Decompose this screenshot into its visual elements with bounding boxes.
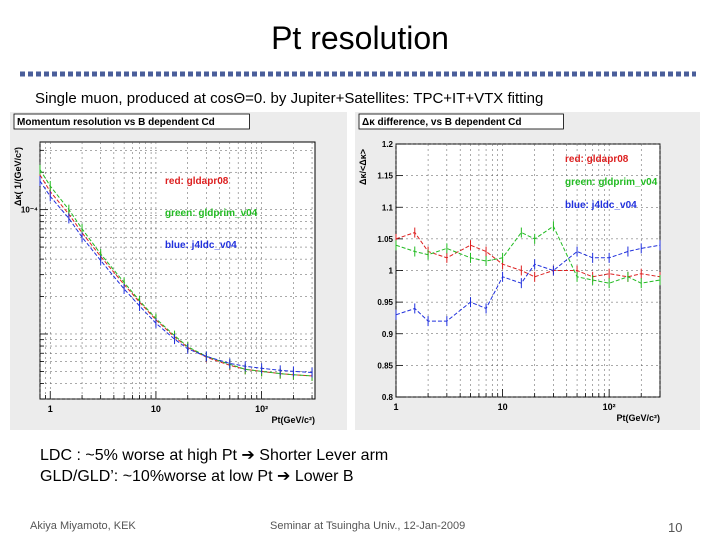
x-axis-label: Pt(GeV/c²) <box>616 413 660 423</box>
series-line-green <box>395 225 661 284</box>
series-line-blue <box>39 180 313 373</box>
plot-area <box>39 141 316 400</box>
y-tick-label: 0.85 <box>377 361 393 370</box>
y-axis-label: Δκ/<Δκ> <box>358 149 368 185</box>
footer-author: Akiya Miyamoto, KEK <box>30 520 136 532</box>
y-axis-label: Δκ( 1/(GeV/c²) <box>13 147 23 206</box>
chart-title: Momentum resolution vs B dependent Cd <box>17 117 215 128</box>
y-tick-label: 0.9 <box>382 330 394 339</box>
y-tick-label: 1.1 <box>382 203 394 212</box>
x-tick-label: 10² <box>255 404 268 414</box>
legend-entry-red: red: gldapr08 <box>565 154 629 165</box>
legend-entry-blue: blue: j4ldc_v04 <box>565 200 637 211</box>
chart-title-box <box>358 113 564 130</box>
legend-entry-green: green: gldprim_v04 <box>165 208 258 219</box>
page-number: 10 <box>668 520 683 535</box>
x-tick-label: 1 <box>393 402 398 412</box>
x-tick-label: 10 <box>498 402 508 412</box>
chart-title-box <box>13 113 250 130</box>
slide-subtitle: Single muon, produced at cosΘ=0. by Jupi… <box>35 90 544 107</box>
y-tick-label: 0.95 <box>377 298 393 307</box>
series-line-blue <box>395 244 661 322</box>
y-tick-label: 1.05 <box>377 235 393 244</box>
difference-chart: Δκ difference, vs B dependent Cd 1 10 10² 0.… <box>355 112 700 430</box>
x-tick-label: 10 <box>151 404 161 414</box>
difference-chart-panel: Δκ difference, vs B dependent Cd 1 10 10² 0.… <box>355 112 700 430</box>
y-tick-label: 10⁻⁴ <box>21 206 38 215</box>
note-ldc: LDC : ~5% worse at high Pt ➔ Shorter Lev… <box>40 447 389 464</box>
chart-title: Δκ difference, vs B dependent Cd <box>362 117 521 128</box>
y-tick-label: 1.15 <box>377 172 393 181</box>
note-gld: GLD/GLD’: ~10%worse at low Pt ➔ Lower B <box>40 468 354 485</box>
legend-entry-blue: blue: j4ldc_v04 <box>165 240 237 251</box>
y-tick-label: 1 <box>389 267 394 276</box>
series-line-red <box>395 231 661 278</box>
resolution-chart-panel: Momentum resolution vs B dependent Cd 1 10… <box>10 112 347 430</box>
title-underline <box>20 71 696 77</box>
legend-entry-red: red: gldapr08 <box>165 176 229 187</box>
x-tick-label: 10² <box>603 402 616 412</box>
slide-title: Pt resolution <box>271 20 449 56</box>
y-tick-label: 1.2 <box>382 140 394 149</box>
footer-event: Seminar at Tsuingha Univ., 12-Jan-2009 <box>270 520 466 532</box>
y-tick-label: 0.8 <box>382 393 394 402</box>
x-axis-label: Pt(GeV/c²) <box>271 415 315 425</box>
x-tick-label: 1 <box>48 404 53 414</box>
legend-entry-green: green: gldprim_v04 <box>565 177 658 188</box>
resolution-chart: Momentum resolution vs B dependent Cd 1 10… <box>10 112 347 430</box>
